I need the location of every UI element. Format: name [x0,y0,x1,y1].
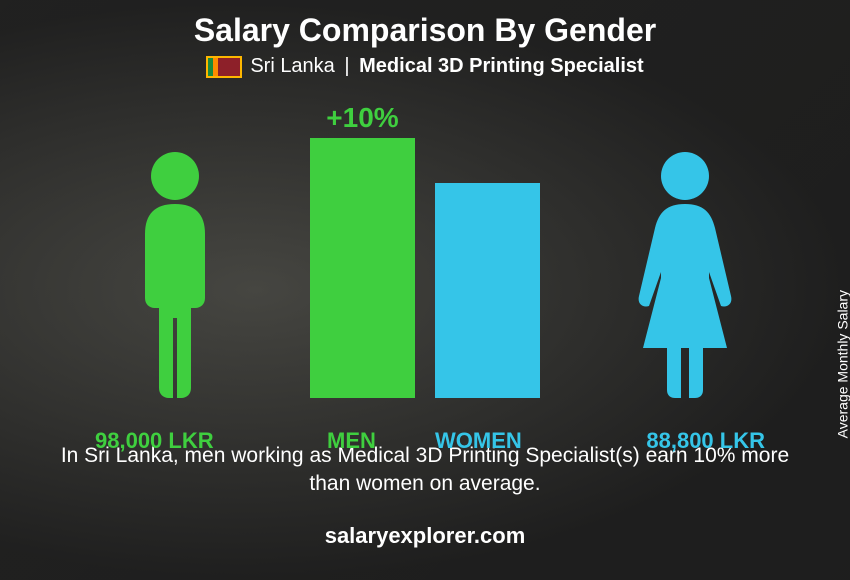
bar-men [310,138,415,398]
flag-icon [206,56,242,78]
difference-label: +10% [310,102,415,134]
chart-area: +10% 98,000 LKR MEN WOMEN 88,800 LKR [75,98,775,428]
subtitle: Sri Lanka | Medical 3D Printing Speciali… [250,55,643,78]
job-title: Medical 3D Printing Specialist [359,55,644,77]
bar-women [435,183,540,398]
male-person-icon [115,148,235,398]
women-label: WOMEN [435,428,522,454]
side-axis-label: Average Monthly Salary [834,290,850,438]
subtitle-row: Sri Lanka | Medical 3D Printing Speciali… [0,55,850,78]
female-person-icon [625,148,745,398]
men-salary-value: 98,000 LKR [95,428,214,454]
men-label: MEN [327,428,376,454]
site-credit: salaryexplorer.com [0,523,850,549]
women-salary-value: 88,800 LKR [646,428,765,454]
separator: | [344,55,349,77]
page-title: Salary Comparison By Gender [0,12,850,49]
country-name: Sri Lanka [250,55,335,77]
